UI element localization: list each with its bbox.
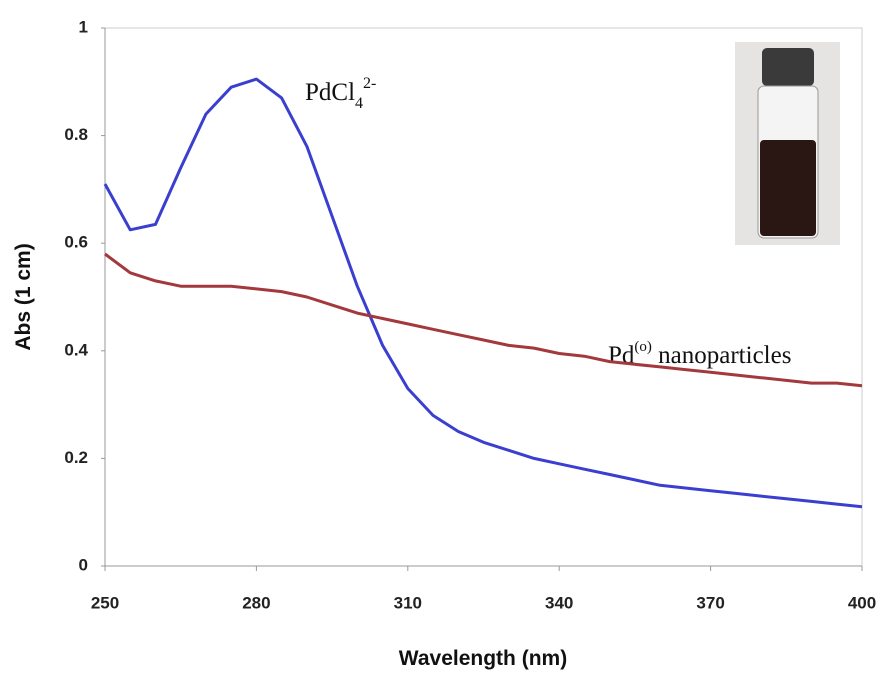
x-tick-label: 310 [394,593,422,612]
y-tick-label: 0.2 [64,448,88,467]
annotation: Pd(o) nanoparticles [608,339,791,369]
x-tick-label: 250 [91,593,119,612]
y-tick-label: 0.4 [64,340,88,359]
x-tick-label: 280 [242,593,270,612]
y-tick-label: 0 [79,555,88,574]
line-series [103,77,863,509]
y-tick-label: 1 [79,17,88,36]
annotation: PdCl42- [305,75,376,112]
x-tick-label: 370 [696,593,724,612]
line-series [104,252,863,388]
y-tick-label: 0.6 [64,233,88,252]
vial-photo [735,42,840,245]
x-axis-title: Wavelength (nm) [399,647,567,670]
y-axis-title: Abs (1 cm) [12,243,35,350]
x-tick-label: 340 [545,593,573,612]
y-tick-label: 0.8 [64,125,88,144]
x-tick-label: 400 [848,593,876,612]
